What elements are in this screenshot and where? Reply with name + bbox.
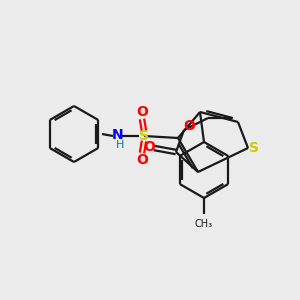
Text: O: O <box>136 153 148 167</box>
Text: O: O <box>136 105 148 119</box>
Text: S: S <box>249 141 259 155</box>
Text: N: N <box>112 128 124 142</box>
Text: O: O <box>143 140 155 154</box>
Text: O: O <box>183 119 195 133</box>
Text: S: S <box>139 129 149 143</box>
Text: H: H <box>116 140 124 150</box>
Text: CH₃: CH₃ <box>195 219 213 229</box>
